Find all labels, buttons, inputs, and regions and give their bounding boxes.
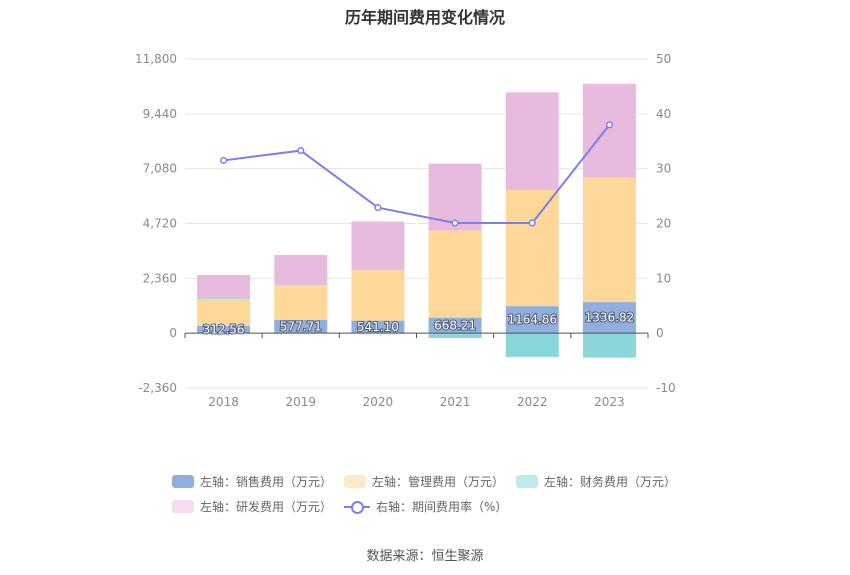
bar-segment [197,275,251,298]
bar-segment [582,177,636,303]
bar-segment [351,320,405,334]
chart-title: 历年期间费用变化情况 [344,8,505,27]
data-label: 541.10 [357,320,399,334]
legend-label-expense-rate: 右轴：期间费用率（%） [376,500,508,514]
data-label: 577.71 [280,319,322,333]
x-axis-tick-label: 2022 [517,395,548,409]
left-axis-tick-label: -2,360 [138,381,177,395]
bar-segment [505,333,559,357]
legend-item-admin[interactable]: 左轴：管理费用（万元） [344,473,504,490]
bar-segment [582,333,636,358]
bar-segment [197,297,251,299]
bar-segment [274,319,328,334]
bar-segment [505,189,559,307]
bar-segment [351,270,405,321]
x-axis-tick-label: 2021 [440,395,471,409]
legend-label-sales: 左轴：销售费用（万元） [200,475,333,489]
bar-segment [428,317,482,334]
x-axis-tick-label: 2020 [363,395,394,409]
legend-label-finance: 左轴：财务费用（万元） [544,475,677,489]
bar-segment [505,92,559,190]
legend-item-sales[interactable]: 左轴：销售费用（万元） [172,473,332,490]
bar-segment [582,302,636,334]
legend-label-rnd: 左轴：研发费用（万元） [200,500,333,514]
data-label: 668.21 [434,318,476,332]
legend-line-marker-icon [344,500,370,514]
bar-segment [428,333,482,339]
left-axis-tick-label: 11,800 [135,52,177,66]
left-axis-tick-label: 9,440 [143,107,177,121]
data-source: 数据来源：恒生聚源 [366,549,484,564]
right-axis-tick-label: 0 [656,326,664,340]
x-axis-tick-label: 2018 [208,395,239,409]
bar-segment [351,221,405,270]
right-axis-tick-label: 50 [656,52,671,66]
left-axis-tick-label: 2,360 [143,271,177,285]
right-axis-tick-label: 20 [656,217,671,231]
data-label: 1336.82 [585,311,635,325]
line-point [528,219,536,227]
legend-item-finance[interactable]: 左轴：财务费用（万元） [516,473,676,490]
legend-swatch-admin [344,475,366,488]
bar-segment [582,83,636,178]
legend-swatch-rnd [172,500,194,513]
legend-item-rnd[interactable]: 左轴：研发费用（万元） [172,498,332,515]
line-point [220,156,228,164]
data-label: 312.56 [203,323,245,337]
legend-label-admin: 左轴：管理费用（万元） [372,475,505,489]
data-label: 1164.86 [507,313,557,327]
bar-segment [274,285,328,320]
expense-rate-line [223,124,611,224]
bar-segment [428,230,482,318]
bar-segment [274,254,328,285]
line-point [605,121,613,129]
left-axis-tick-label: 0 [169,326,177,340]
legend-swatch-sales [172,475,194,488]
right-axis-tick-label: -10 [656,381,676,395]
left-axis-tick-label: 4,720 [143,217,177,231]
right-axis-tick-label: 10 [656,271,671,285]
x-axis-tick-label: 2023 [594,395,625,409]
bar-segment [197,325,251,334]
x-axis-tick-label: 2019 [285,395,316,409]
bar-segment [197,298,251,326]
legend-swatch-finance [516,475,538,488]
legend-item-expense-rate[interactable]: 右轴：期间费用率（%） [344,498,507,515]
right-axis-tick-label: 30 [656,162,671,176]
line-point [297,147,305,155]
right-axis-tick-label: 40 [656,107,671,121]
line-point [451,219,459,227]
bar-segment [505,306,559,334]
line-point [374,204,382,212]
left-axis-tick-label: 7,080 [143,162,177,176]
